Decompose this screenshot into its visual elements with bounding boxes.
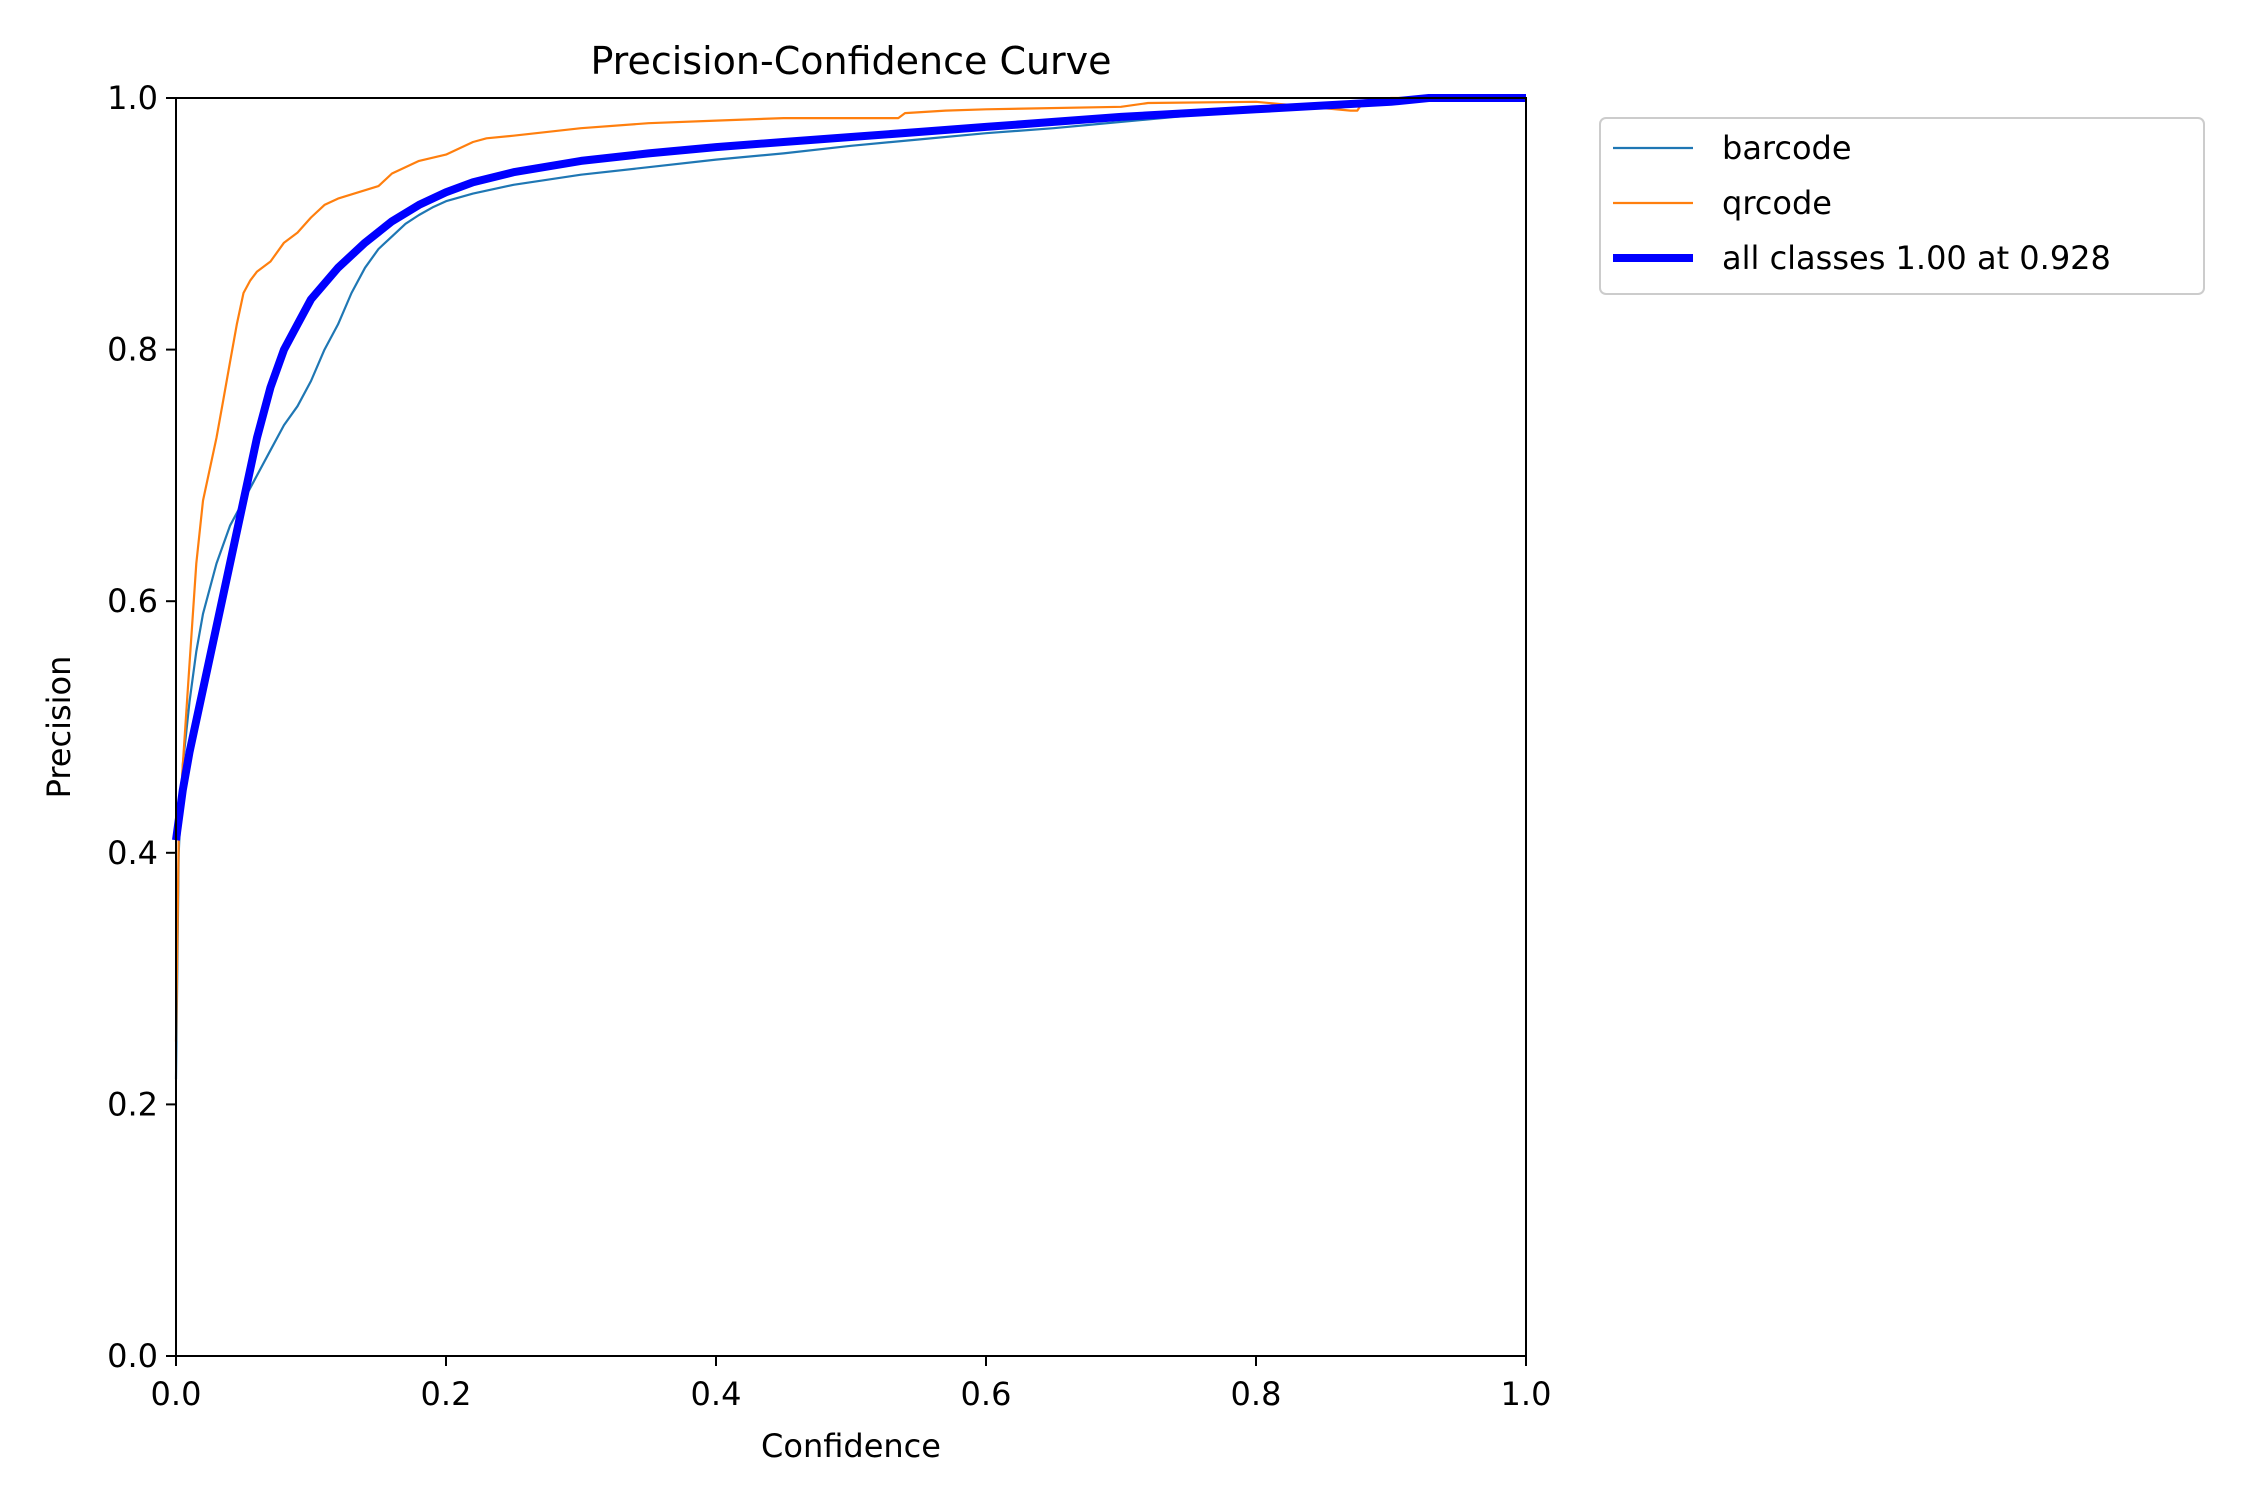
axes-frame [175, 97, 1527, 1357]
chart-title: Precision-Confidence Curve [590, 39, 1111, 83]
series-layer [172, 94, 1526, 1080]
legend-items: barcode qrcode all classes 1.00 at 0.928 [1613, 129, 2111, 277]
series-line-barcode [174, 96, 1526, 1080]
x-tick-label: 0.8 [1231, 1375, 1282, 1413]
y-tick-label: 1.0 [107, 79, 158, 117]
legend-label: barcode [1722, 129, 1852, 167]
legend-frame [1599, 117, 2205, 295]
series-line-qrcode [174, 96, 1526, 1042]
legend: barcode qrcode all classes 1.00 at 0.928 [1599, 117, 2205, 295]
x-tick-label: 1.0 [1501, 1375, 1552, 1413]
x-axis: 0.0 0.2 0.4 0.6 0.8 1.0 [151, 1356, 1552, 1413]
x-tick-label: 0.0 [151, 1375, 202, 1413]
y-tick-label: 0.4 [107, 834, 158, 872]
y-tick-label: 0.6 [107, 582, 158, 620]
y-axis-label: Precision [40, 656, 78, 799]
y-axis: 0.0 0.2 0.4 0.6 0.8 1.0 [107, 79, 176, 1375]
x-axis-label: Confidence [761, 1427, 941, 1465]
legend-label: qrcode [1722, 184, 1832, 222]
x-tick-label: 0.6 [961, 1375, 1012, 1413]
y-tick-label: 0.0 [107, 1337, 158, 1375]
legend-label: all classes 1.00 at 0.928 [1722, 239, 2111, 277]
plot-background [176, 98, 1526, 1356]
y-tick-label: 0.8 [107, 331, 158, 369]
plot-area [172, 94, 1527, 1357]
series-line-all [172, 94, 1526, 841]
y-tick-label: 0.2 [107, 1085, 158, 1123]
x-tick-label: 0.2 [421, 1375, 472, 1413]
x-tick-label: 0.4 [691, 1375, 742, 1413]
